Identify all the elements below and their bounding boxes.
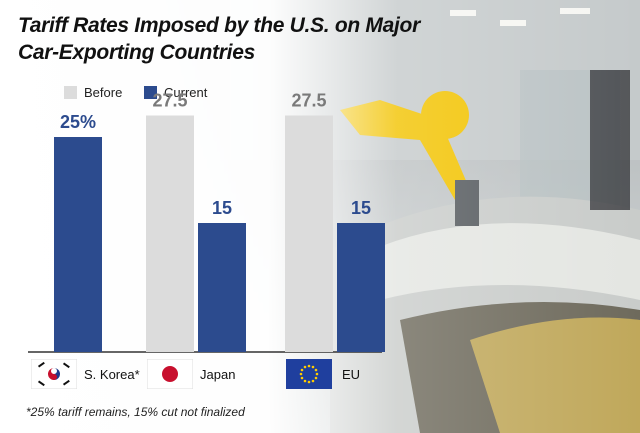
legend-item-before: Before	[64, 84, 122, 100]
bar-before-1	[146, 115, 194, 352]
legend-swatch-current	[144, 85, 157, 99]
chart-title-line-1: Tariff Rates Imposed by the U.S. on Majo…	[18, 14, 420, 37]
chart-title-line-2: Car-Exporting Countries	[18, 41, 255, 64]
korea-flag-icon	[30, 359, 78, 389]
country-label-eu: EU	[342, 367, 361, 382]
bar-label-current-1: 15	[212, 198, 232, 218]
legend-label-current: Current	[164, 84, 208, 100]
legend-label-before: Before	[84, 84, 123, 100]
eu-flag-icon	[285, 359, 333, 389]
legend-swatch-before	[64, 85, 77, 99]
footnote: *25% tariff remains, 15% cut not finaliz…	[26, 405, 245, 419]
bar-current-2	[337, 223, 385, 352]
bar-label-before-2: 27.5	[291, 91, 326, 111]
japan-flag-icon	[146, 359, 194, 389]
legend-item-current: Current	[144, 84, 207, 100]
bar-current-1	[198, 223, 246, 352]
country-label-japan: Japan	[200, 367, 236, 382]
country-label-korea: S. Korea*	[84, 367, 140, 382]
bar-label-current-2: 15	[351, 198, 371, 218]
bar-before-2	[285, 115, 333, 352]
bar-current-0	[54, 137, 102, 352]
bar-label-current-0: 25%	[60, 112, 96, 132]
bar-label-before-1: 27.5	[152, 91, 187, 111]
